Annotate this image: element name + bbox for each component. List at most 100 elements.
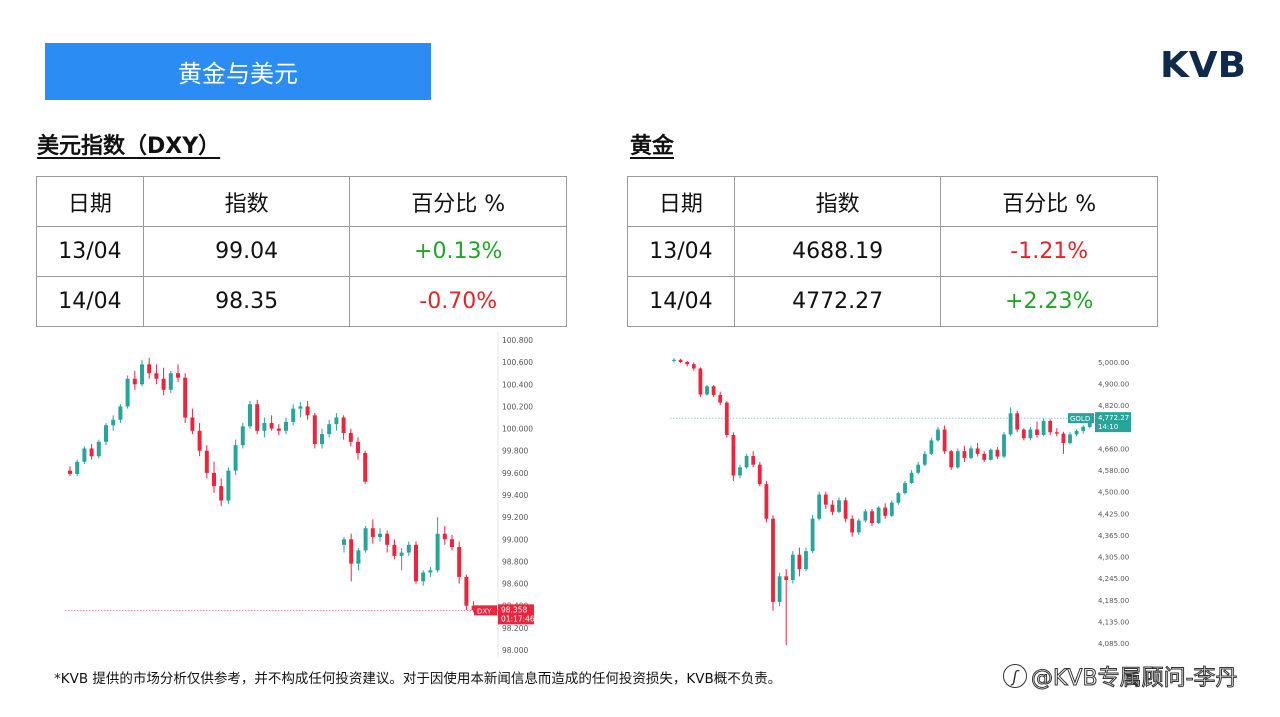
candle-body: [916, 464, 921, 473]
candle-body: [949, 451, 954, 468]
candle-body: [843, 500, 848, 519]
watermark: ʃ @KVB专属顾问-李丹: [1003, 660, 1238, 692]
price-tick-label: 4,305.00: [1098, 554, 1129, 562]
candle-body: [140, 364, 144, 385]
cell-index: 98.35: [142, 276, 351, 327]
candle-body: [909, 472, 914, 484]
price-tick-label: 99.200: [502, 513, 528, 522]
candle-body: [334, 417, 339, 425]
candle-body: [68, 470, 72, 474]
candle-body: [718, 394, 723, 403]
column-header-percent: 百分比 %: [940, 176, 1158, 227]
last-price-label-box: [474, 605, 497, 616]
candle-body: [183, 377, 188, 418]
table-row: 13/04 99.04 +0.13%: [36, 226, 567, 277]
candle-body: [830, 504, 835, 512]
candle-body: [876, 507, 881, 524]
candle-body: [450, 539, 454, 548]
candle-body: [212, 472, 216, 487]
page-title: 黄金与美元: [178, 60, 298, 88]
candle-body: [995, 449, 1000, 457]
weibo-logo-icon: ʃ: [1003, 664, 1027, 688]
candle-body: [298, 406, 303, 409]
cell-percent: +2.23%: [940, 276, 1158, 327]
column-header-date: 日期: [36, 176, 144, 227]
kvb-logo: KVB: [1160, 46, 1246, 82]
price-tick-label: 4,365.00: [1098, 532, 1129, 540]
last-price-tag-box: [1095, 412, 1131, 433]
candle-body: [744, 456, 749, 468]
candle-body: [161, 378, 166, 390]
gold-heading: 黄金: [630, 134, 675, 159]
price-tick-label: 100.200: [502, 402, 533, 411]
candle-body: [969, 448, 973, 458]
candle-body: [870, 511, 874, 524]
candle-body: [154, 373, 159, 379]
column-header-index: 指数: [142, 176, 351, 227]
price-tick-label: 98.000: [502, 646, 528, 655]
candle-body: [1008, 413, 1013, 435]
candle-body: [125, 378, 130, 407]
candle-body: [764, 484, 769, 519]
price-tick-label: 4,660.00: [1098, 445, 1129, 453]
candle-body: [104, 425, 108, 442]
cell-date: 13/04: [627, 226, 735, 277]
candle-body: [392, 544, 397, 556]
candle-body: [1054, 432, 1059, 434]
candle-body: [471, 605, 476, 611]
candle-body: [705, 386, 709, 395]
candle-body: [363, 528, 368, 551]
candle-body: [356, 441, 360, 453]
candle-body: [1048, 420, 1053, 433]
candle-body: [363, 452, 368, 482]
candle-body: [457, 547, 462, 577]
price-tick-label: 4,900.00: [1098, 381, 1129, 389]
candle-body: [1074, 430, 1079, 435]
candle-body: [962, 451, 967, 458]
price-tick-label: 4,500.00: [1098, 489, 1129, 497]
candle-body: [284, 421, 288, 431]
price-tick-label: 100.400: [502, 380, 533, 389]
candle-body: [751, 456, 756, 465]
candle-body: [414, 544, 418, 582]
cell-date: 14/04: [627, 276, 735, 327]
candle-body: [75, 461, 80, 474]
cell-percent: -0.70%: [349, 276, 567, 327]
candle-body: [1015, 413, 1020, 430]
cell-index: 4688.19: [733, 226, 942, 277]
candle-body: [903, 483, 907, 494]
candle-body: [428, 570, 433, 573]
candle-body: [738, 467, 742, 476]
page-title-banner: 黄金与美元: [45, 43, 431, 100]
candle-body: [711, 386, 716, 395]
candle-body: [269, 423, 274, 429]
price-tick-label: 4,185.00: [1098, 597, 1129, 605]
candle-body: [248, 404, 252, 427]
price-tick-label: 100.000: [502, 425, 533, 434]
watermark-text: @KVB专属顾问-李丹: [1031, 666, 1239, 692]
price-tick-label: 99.000: [502, 535, 528, 544]
price-tick-label: 5,000.00: [1098, 359, 1129, 367]
candle-body: [233, 445, 238, 471]
candle-body: [399, 552, 404, 556]
candle-body: [291, 408, 296, 422]
column-header-percent: 百分比 %: [349, 176, 567, 227]
candle-body: [176, 373, 180, 378]
candle-body: [276, 428, 281, 431]
candle-body: [936, 429, 940, 441]
cell-index: 99.04: [142, 226, 351, 277]
candle-body: [678, 359, 683, 362]
candle-body: [731, 434, 736, 476]
price-tick-label: 100.800: [502, 336, 533, 345]
candle-body: [1002, 434, 1006, 457]
candle-body: [421, 572, 426, 582]
candle-body: [1061, 433, 1066, 444]
cell-date: 13/04: [36, 226, 144, 277]
candle-body: [955, 451, 960, 468]
candle-body: [190, 417, 195, 431]
candle-body: [262, 423, 267, 431]
candle-body: [889, 502, 894, 516]
price-tick-label: 99.400: [502, 491, 528, 500]
price-tick-label: 99.600: [502, 469, 528, 478]
candle-body: [988, 449, 993, 460]
